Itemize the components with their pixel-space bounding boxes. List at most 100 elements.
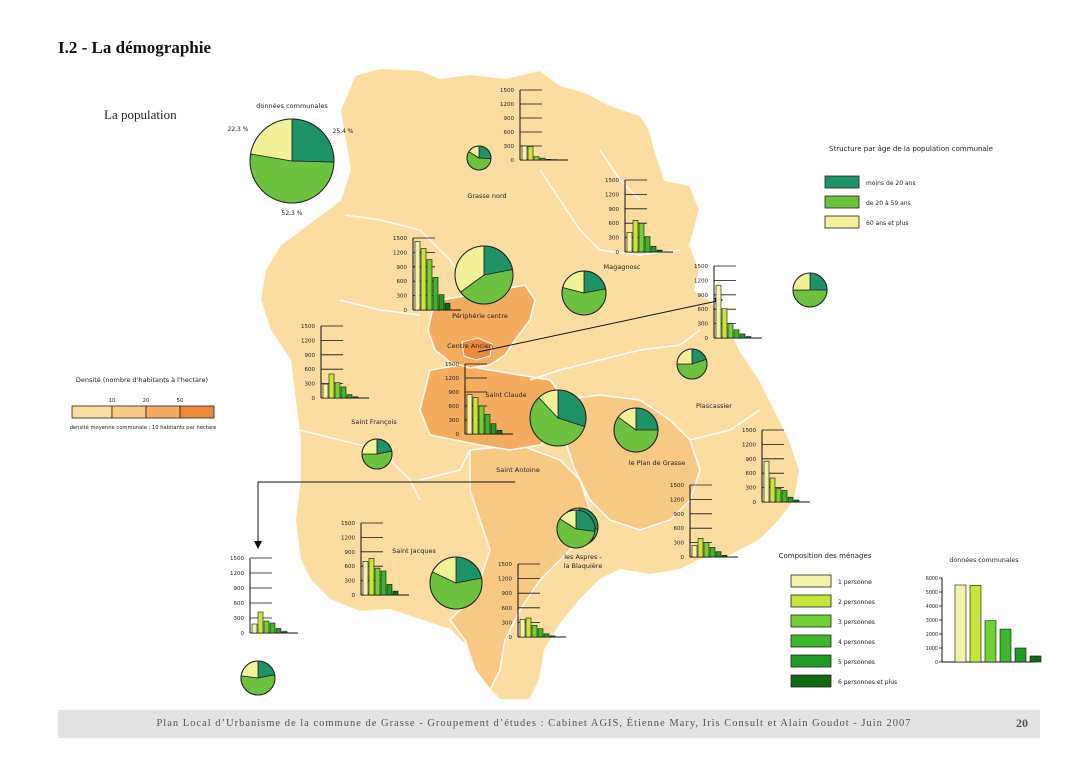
- bar: [709, 547, 716, 558]
- bar: [691, 545, 698, 558]
- pie-le-plan-de-grasse: [613, 407, 659, 453]
- bar: [775, 488, 782, 503]
- pie-outline: [561, 270, 607, 316]
- bar: [721, 308, 728, 339]
- tick-label: 900: [234, 586, 245, 592]
- bar: [392, 590, 399, 596]
- tick-label: 0: [616, 250, 620, 256]
- household-legend-item: 5 personnes: [838, 659, 875, 666]
- page-number: 20: [1016, 716, 1028, 730]
- pie-grasse-nord: [466, 145, 492, 171]
- tick-label: 900: [305, 353, 316, 359]
- tick-label: 600: [234, 601, 245, 607]
- bar: [484, 414, 491, 435]
- pie-outline: [613, 407, 659, 453]
- bar: [537, 628, 544, 638]
- tick-label: 900: [504, 116, 515, 122]
- tick-label: 1200: [341, 535, 355, 541]
- household-bar: [984, 620, 997, 663]
- bar: [539, 157, 546, 161]
- tick-label: 2000: [926, 632, 938, 638]
- commune-age-pie: [249, 118, 335, 204]
- pie-saint-claude: [529, 389, 587, 447]
- bar: [650, 245, 657, 253]
- density-tick: 20: [143, 398, 150, 404]
- bar: [527, 146, 534, 161]
- density-swatch: [111, 405, 147, 419]
- tick-label: 0: [935, 660, 938, 666]
- tick-label: 1500: [498, 562, 512, 568]
- zone-saint-antoine: [449, 444, 591, 692]
- tick-label: 900: [502, 591, 513, 597]
- bar: [721, 555, 728, 558]
- commune-pie-title: données communales: [256, 102, 328, 110]
- pie-p-riph-rie-centre: [454, 245, 514, 305]
- tick-label: 0: [404, 308, 408, 314]
- household-swatch: [790, 614, 832, 628]
- tick-label: 0: [705, 336, 709, 342]
- tick-label: 300: [674, 541, 685, 547]
- pie-outline: [429, 556, 483, 610]
- bars-saint-antoine: 1500 1200 900 600 300 0: [230, 556, 298, 637]
- bar: [793, 499, 800, 503]
- tick-label: 1500: [742, 428, 756, 434]
- bar: [733, 329, 740, 339]
- tick-label: 1500: [230, 556, 244, 562]
- tick-label: 0: [511, 158, 515, 164]
- household-chart-title: données communales: [949, 556, 1018, 564]
- bar: [519, 619, 526, 638]
- pie-outline: [454, 245, 514, 305]
- pie-slice: [792, 289, 828, 308]
- bar: [543, 633, 550, 638]
- bar: [368, 558, 375, 596]
- bar: [787, 496, 794, 503]
- pie-les-aspres-map: [556, 509, 596, 549]
- bar: [466, 394, 473, 435]
- tick-label: 1200: [230, 571, 244, 577]
- population-label: La population: [104, 107, 177, 122]
- tick-label: 900: [609, 207, 620, 213]
- household-swatch: [790, 594, 832, 608]
- bars-saint-fran-ois: 1500 1200 900 600 300 0: [301, 324, 369, 402]
- bar: [432, 277, 439, 311]
- tick-label: 300: [502, 620, 513, 626]
- bar: [444, 302, 451, 311]
- label-le-plan-de-grasse: le Plan de Grasse: [629, 459, 685, 467]
- pie-outline: [249, 118, 335, 204]
- tick-label: 900: [397, 265, 408, 271]
- label-saint-claude: Saint Claude: [485, 391, 526, 399]
- tick-label: 1000: [926, 646, 938, 652]
- arrow-saint-antoine: [254, 481, 515, 549]
- bar: [638, 222, 645, 253]
- tick-label: 1200: [445, 376, 459, 382]
- bar: [490, 423, 497, 435]
- tick-label: 600: [449, 404, 460, 410]
- pie-outline: [556, 509, 596, 549]
- bar: [380, 570, 387, 596]
- bar: [697, 537, 704, 558]
- bar: [438, 294, 445, 311]
- footer: Plan Local d’Urbanisme de la commune de …: [58, 710, 1040, 738]
- tick-label: 300: [504, 144, 515, 150]
- tick-label: 1200: [694, 278, 708, 284]
- pie-magagnosc: [561, 270, 607, 316]
- bar: [769, 477, 776, 503]
- bar: [727, 323, 734, 339]
- bar: [703, 542, 710, 558]
- bar: [426, 259, 433, 311]
- household-bar: [954, 584, 967, 663]
- label-magagnosc: Magagnosc: [604, 263, 641, 271]
- bar: [781, 490, 788, 503]
- bar: [414, 241, 421, 311]
- density-swatch: [71, 405, 113, 419]
- quartier-boundaries: [299, 149, 761, 501]
- bar: [251, 623, 258, 634]
- zone-centre-ancien: [461, 337, 493, 361]
- label-p-riph-rie-centre: Périphérie centre: [452, 312, 508, 320]
- pie-label-young: 25,4 %: [333, 128, 354, 135]
- pie-outline: [466, 145, 492, 171]
- tick-label: 1200: [742, 442, 756, 448]
- bars-grasse-nord: 1500 1200 900 600 300 0: [500, 88, 568, 164]
- bar: [420, 248, 427, 311]
- bar: [549, 635, 556, 638]
